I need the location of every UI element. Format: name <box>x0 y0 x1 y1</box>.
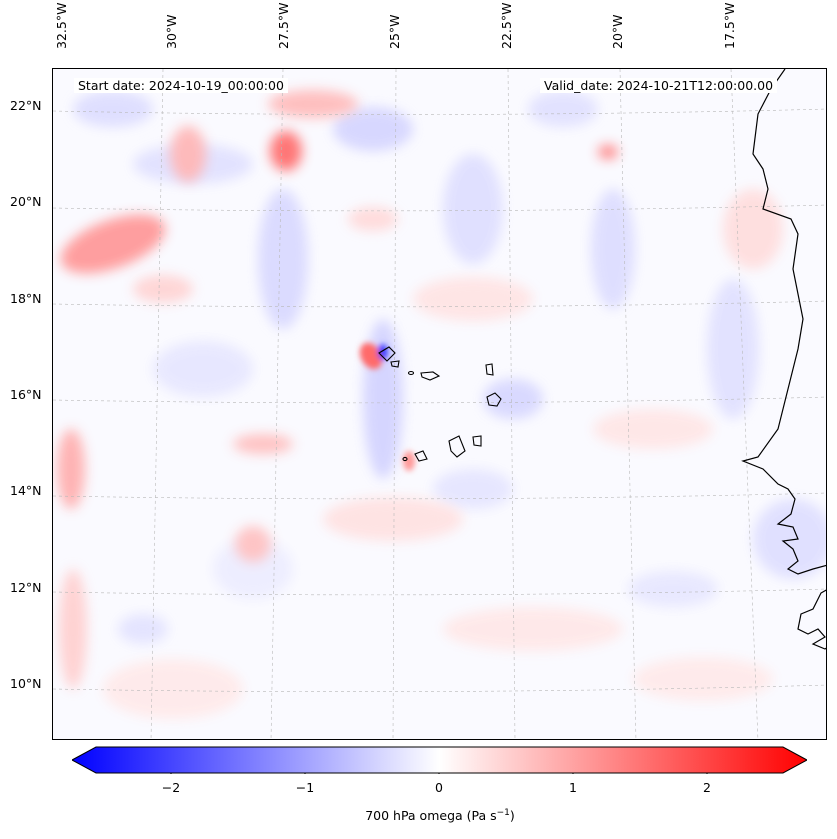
colorbar-tick-neg1: −1 <box>295 780 315 795</box>
lat-label-14n: 14°N <box>10 483 42 498</box>
map-panel[interactable] <box>52 68 827 740</box>
colorbar-tick-0: 0 <box>435 780 443 795</box>
lon-label-27-5w: 27.5°W <box>276 2 291 49</box>
lon-label-22-5w: 22.5°W <box>499 2 514 49</box>
african-coastline <box>741 69 826 575</box>
colorbar-tick-1: 1 <box>569 780 577 795</box>
lat-label-12n: 12°N <box>10 580 42 595</box>
lon-label-32-5w: 32.5°W <box>54 2 69 49</box>
valid-date-label: Valid_date: 2024-10-21T12:00:00.00 <box>540 78 778 93</box>
lat-label-10n: 10°N <box>10 676 42 691</box>
colorbar-tick-2: 2 <box>703 780 711 795</box>
lat-label-18n: 18°N <box>10 291 42 306</box>
start-date-label: Start date: 2024-10-19_00:00:00 <box>74 78 288 93</box>
colorbar-label: 700 hPa omega (Pa s−1) <box>365 808 515 824</box>
lat-label-22n: 22°N <box>10 98 42 113</box>
lon-label-25w: 25°W <box>387 14 402 49</box>
colorbar-ticks <box>170 773 708 774</box>
lon-label-17-5w: 17.5°W <box>722 2 737 49</box>
colorbar <box>72 746 807 774</box>
omega-positive-patches <box>57 90 783 719</box>
colorbar-body <box>72 746 807 774</box>
graticule <box>53 69 826 739</box>
african-coastline-south <box>797 589 826 650</box>
lat-label-20n: 20°N <box>10 194 42 209</box>
cabo-verde-islands <box>378 346 502 462</box>
colorbar-tick-neg2: −2 <box>161 780 181 795</box>
lon-label-20w: 20°W <box>610 14 625 49</box>
island-dipole <box>359 342 415 471</box>
lon-label-30w: 30°W <box>164 14 179 49</box>
omega-field-map <box>53 69 826 739</box>
lat-label-16n: 16°N <box>10 387 42 402</box>
